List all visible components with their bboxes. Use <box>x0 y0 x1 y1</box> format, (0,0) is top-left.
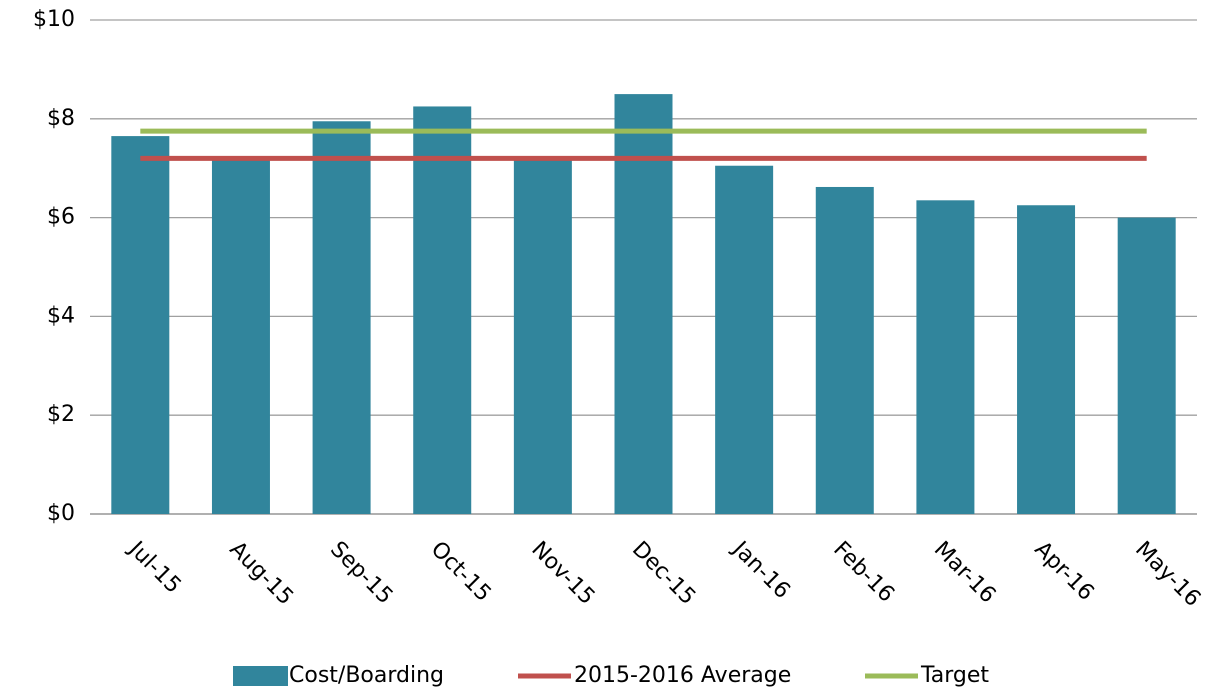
bar <box>614 94 673 514</box>
x-tick-label: Dec-15 <box>627 537 700 610</box>
y-tick-label: $10 <box>33 7 75 32</box>
bar <box>715 165 774 515</box>
bar <box>413 106 472 514</box>
y-tick-label: $8 <box>47 106 75 131</box>
legend-swatch <box>233 666 288 686</box>
x-tick-label: Mar-16 <box>929 537 1000 608</box>
bar <box>1117 217 1176 514</box>
legend-label: Cost/Boarding <box>289 663 444 688</box>
bar <box>111 136 170 514</box>
y-tick-label: $0 <box>47 501 75 526</box>
y-tick-label: $6 <box>47 205 75 230</box>
legend-label: Target <box>920 663 989 688</box>
x-tick-label: Aug-15 <box>224 537 297 610</box>
bar <box>916 200 975 514</box>
x-tick-label: Oct-15 <box>426 537 496 607</box>
bar <box>513 158 572 514</box>
x-tick-label: Feb-16 <box>828 537 899 608</box>
y-tick-label: $4 <box>47 303 75 328</box>
bar <box>1017 205 1076 514</box>
bar <box>312 121 371 515</box>
x-tick-label: Nov-15 <box>526 537 599 610</box>
bar <box>211 158 270 514</box>
x-tick-label: Apr-16 <box>1030 537 1099 606</box>
legend-label: 2015-2016 Average <box>574 663 791 688</box>
y-tick-label: $2 <box>47 402 75 427</box>
x-tick-label: Jan-16 <box>726 535 794 603</box>
x-tick-label: May-16 <box>1130 537 1205 612</box>
x-tick-label: Jul-15 <box>122 535 185 598</box>
x-tick-label: Sep-15 <box>325 537 397 609</box>
bar <box>815 186 874 515</box>
